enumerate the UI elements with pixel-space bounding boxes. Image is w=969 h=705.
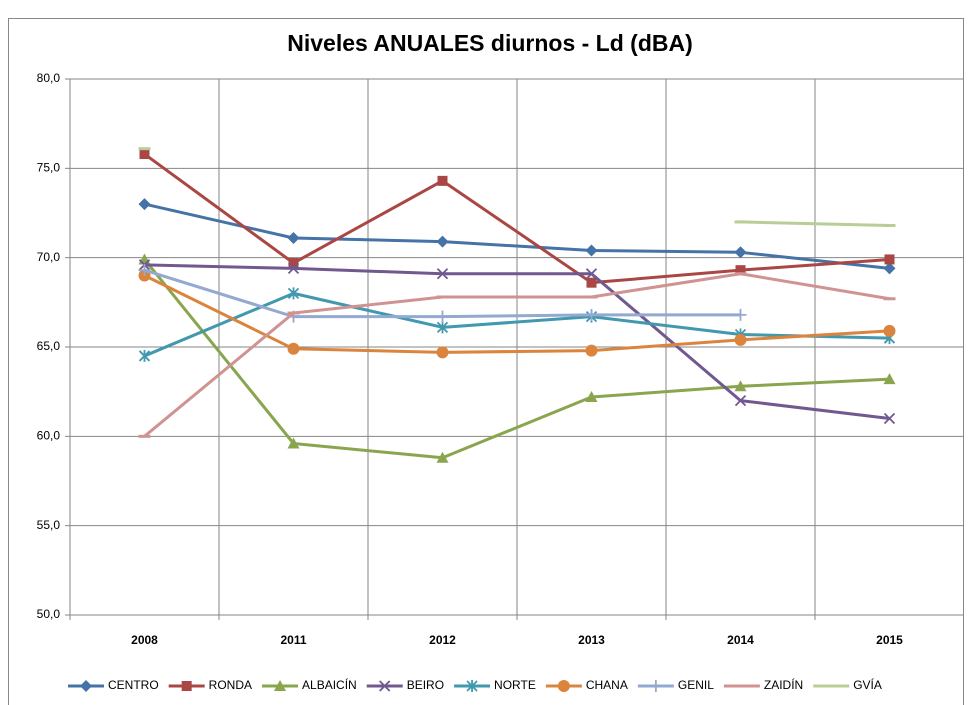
- marker: [287, 437, 300, 449]
- marker: [287, 342, 300, 355]
- legend-entry: ZAIDÍN: [723, 677, 803, 692]
- legend-label: GENIL: [678, 678, 714, 692]
- marker: [436, 346, 449, 359]
- marker: [436, 451, 449, 463]
- legend-marker: [649, 680, 662, 692]
- legend-marker: [466, 680, 478, 692]
- legend-entry: CHANA: [545, 678, 628, 692]
- series-line: [143, 258, 890, 460]
- marker: [287, 232, 300, 245]
- series-line: [740, 220, 890, 228]
- x-tick-label: 2008: [131, 633, 158, 647]
- legend-entry: RONDA: [168, 678, 252, 692]
- series-line: [143, 272, 890, 438]
- marker: [585, 268, 598, 280]
- marker: [436, 321, 449, 334]
- x-tick-label: 2014: [727, 633, 754, 647]
- y-tick-label: 65,0: [37, 339, 61, 353]
- y-tick-label: 75,0: [37, 161, 61, 175]
- marker: [288, 258, 299, 269]
- x-tick-label: 2011: [280, 633, 306, 647]
- y-tick-label: 60,0: [37, 429, 61, 443]
- y-tick-label: 80,0: [37, 71, 61, 85]
- legend-label: RONDA: [209, 678, 252, 692]
- legend-label: CHANA: [586, 678, 628, 692]
- marker: [585, 344, 598, 357]
- marker: [735, 265, 746, 276]
- marker: [138, 198, 151, 211]
- legend-label: GVÍA: [853, 677, 882, 692]
- x-tick-label: 2015: [876, 633, 903, 647]
- legend-entry: CENTRO: [68, 678, 159, 692]
- legend-marker: [274, 680, 287, 691]
- marker: [585, 244, 598, 257]
- x-tick-label: 2013: [578, 633, 605, 647]
- legend-entry: ALBAICÍN: [262, 677, 357, 692]
- marker: [287, 262, 300, 275]
- legend-entry: BEIRO: [366, 678, 444, 692]
- legend-entry: NORTE: [454, 678, 536, 692]
- marker: [138, 349, 151, 362]
- marker: [734, 380, 747, 392]
- series-line: [143, 152, 890, 285]
- marker: [436, 268, 449, 280]
- chart-frame: [8, 18, 964, 705]
- marker: [734, 308, 747, 321]
- marker: [883, 324, 896, 337]
- marker: [287, 287, 300, 300]
- series-line: [143, 274, 890, 354]
- marker: [139, 149, 150, 160]
- marker: [586, 277, 597, 288]
- legend-marker: [181, 681, 192, 691]
- legend-marker: [557, 680, 570, 692]
- marker: [734, 333, 747, 346]
- legend-entry: GENIL: [637, 678, 714, 692]
- marker: [883, 412, 896, 425]
- legend-entry: GVÍA: [813, 677, 882, 692]
- series-line: [143, 291, 890, 358]
- y-tick-label: 50,0: [37, 607, 61, 621]
- marker: [138, 264, 151, 277]
- x-tick-label: 2012: [429, 633, 456, 647]
- marker: [585, 308, 598, 321]
- marker: [436, 310, 449, 323]
- legend-marker: [80, 680, 92, 692]
- legend-label: BEIRO: [407, 678, 444, 692]
- legend-marker: [379, 680, 391, 692]
- marker: [734, 394, 747, 407]
- marker: [884, 254, 895, 265]
- marker: [436, 235, 449, 248]
- y-tick-label: 55,0: [37, 518, 61, 532]
- marker: [585, 391, 598, 403]
- legend-label: ZAIDÍN: [764, 677, 803, 692]
- legend-label: NORTE: [494, 678, 536, 692]
- y-tick-label: 70,0: [37, 250, 61, 264]
- marker: [883, 262, 896, 275]
- legend-label: CENTRO: [108, 678, 159, 692]
- marker: [734, 246, 747, 259]
- series-line: [144, 202, 890, 270]
- marker: [437, 175, 448, 186]
- marker: [883, 373, 896, 385]
- chart-title: Niveles ANUALES diurnos - Ld (dBA): [287, 30, 693, 56]
- legend-label: ALBAICÍN: [302, 677, 357, 692]
- series-line: [144, 263, 890, 420]
